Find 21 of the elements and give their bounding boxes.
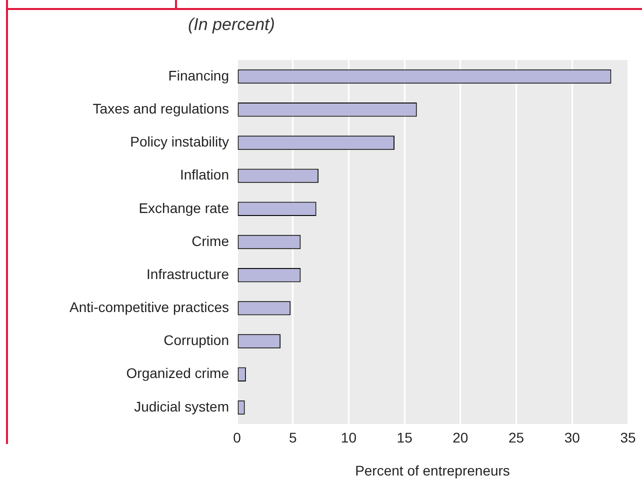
chart-subtitle: (In percent) [188, 15, 275, 35]
y-tick-label: Taxes and regulations [92, 100, 229, 116]
y-tick-label: Exchange rate [138, 200, 230, 216]
y-tick-label: Financing [168, 67, 229, 84]
y-tick-label: Organized crime [126, 365, 230, 382]
y-tick-label: Infrastructure [146, 266, 230, 282]
x-tick-label: 0 [233, 429, 242, 446]
x-tick-label: 5 [288, 429, 297, 446]
x-tick-label: 20 [452, 429, 468, 446]
x-tick-label: 30 [564, 429, 580, 446]
y-tick-label: Anti-competitive practices [69, 299, 229, 316]
x-tick-label: 35 [620, 429, 636, 446]
y-tick-label: Judicial system [134, 398, 229, 414]
y-tick-label: Crime [192, 232, 230, 249]
x-tick-label: 10 [340, 429, 357, 446]
y-tick-label: Inflation [180, 166, 229, 183]
x-axis-title: Percent of entrepreneurs [355, 462, 510, 478]
y-tick-label: Policy instability [130, 134, 229, 150]
y-tick-label: Corruption [164, 332, 229, 348]
x-tick-label: 25 [508, 429, 524, 446]
x-tick-label: 15 [396, 429, 413, 446]
